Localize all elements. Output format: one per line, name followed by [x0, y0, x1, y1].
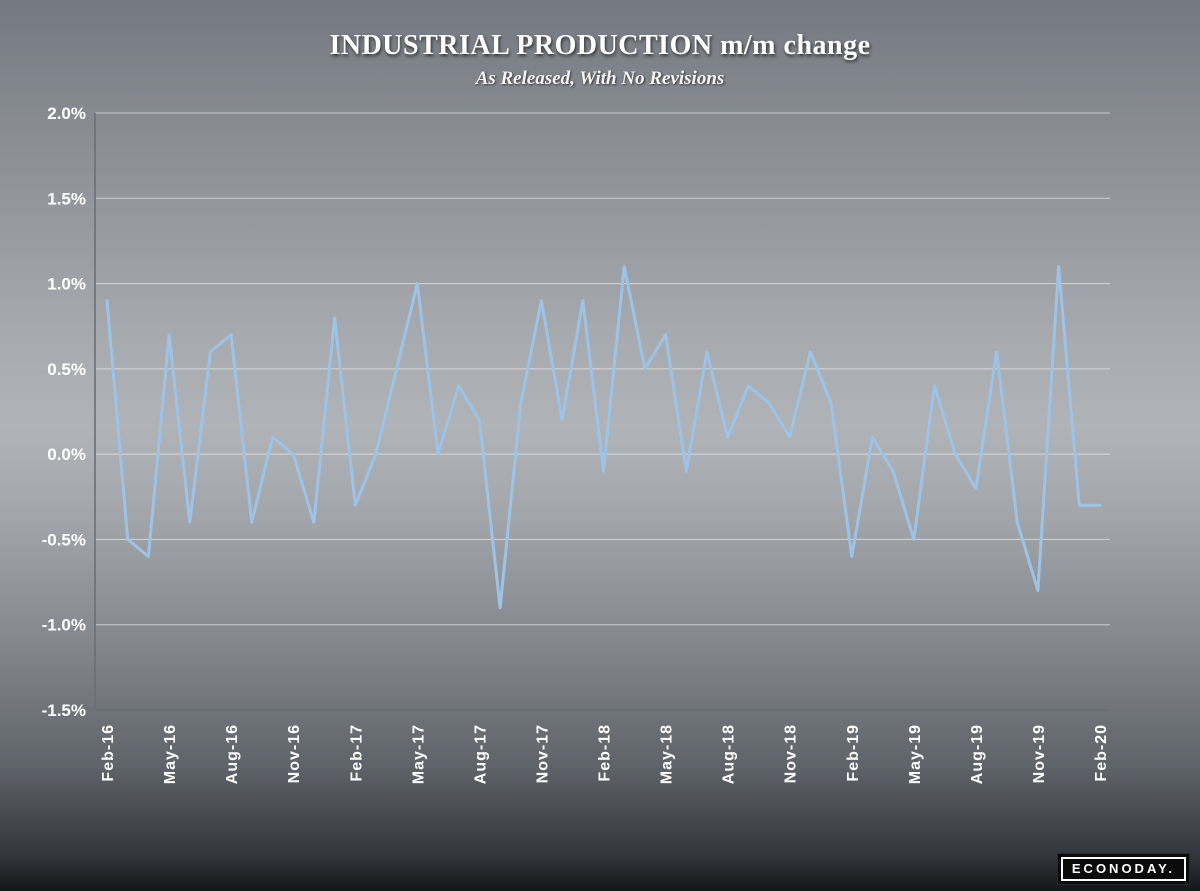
econoday-logo: ECONODAY. — [1057, 854, 1189, 884]
x-axis-tick-label: Nov-16 — [286, 724, 303, 783]
x-axis-tick-label: Feb-16 — [100, 724, 117, 782]
y-axis-tick-label: 1.0% — [47, 275, 86, 294]
y-axis-tick-label: 0.5% — [47, 360, 86, 379]
y-axis-tick-label: 1.5% — [47, 189, 86, 208]
x-axis-tick-label: Nov-19 — [1031, 724, 1048, 783]
y-axis-tick-label: 0.0% — [47, 445, 86, 464]
x-axis-tick-label: Feb-17 — [348, 724, 365, 782]
x-axis-tick-label: Nov-18 — [783, 724, 800, 783]
y-axis-tick-label: -1.0% — [42, 616, 86, 635]
x-axis-tick-label: Feb-20 — [1093, 724, 1110, 782]
econoday-logo-text: ECONODAY. — [1060, 857, 1186, 881]
x-axis-tick-label: May-16 — [162, 724, 179, 784]
y-axis-tick-label: -1.5% — [42, 701, 86, 720]
x-axis-tick-label: May-17 — [410, 724, 427, 784]
chart-subtitle: As Released, With No Revisions — [475, 68, 725, 89]
x-axis-tick-label: Aug-16 — [224, 724, 241, 784]
y-axis-tick-label: 2.0% — [47, 104, 86, 123]
chart-title: INDUSTRIAL PRODUCTION m/m change — [329, 30, 871, 61]
series-line — [105, 265, 1102, 610]
x-axis-tick-label: Aug-19 — [969, 724, 986, 784]
x-axis-tick-label: Aug-17 — [472, 724, 489, 784]
x-axis-tick-label: Nov-17 — [534, 724, 551, 783]
x-axis-tick-label: May-19 — [907, 724, 924, 784]
x-axis-tick-label: Feb-19 — [845, 724, 862, 782]
x-axis-tick-label: Aug-18 — [721, 724, 738, 784]
x-axis-tick-label: Feb-18 — [597, 724, 614, 782]
x-axis-tick-label: May-18 — [659, 724, 676, 784]
y-axis-tick-label: -0.5% — [42, 530, 86, 549]
